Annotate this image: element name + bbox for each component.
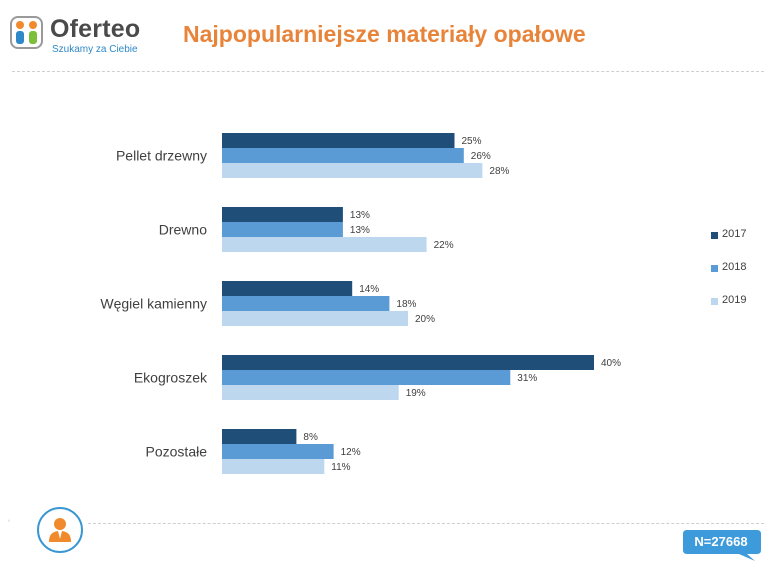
person-badge [37,507,83,553]
data-label: 20% [415,314,435,325]
bar-2018 [222,296,390,311]
bar-2019 [222,163,483,178]
category-label: Pellet drzewny [116,148,207,164]
bar-2018 [222,148,464,163]
chart-legend: 2017 2018 2019 [711,228,771,327]
oferteo-logo[interactable]: Oferteo Szukamy za Ciebie [10,15,140,57]
page-title: Najpopularniejsze materiały opałowe [183,21,586,47]
sample-size-badge: N=27668 [683,530,763,562]
bar-2017 [222,429,297,444]
bar-2017 [222,133,455,148]
data-label: 25% [462,136,482,147]
bar-2019 [222,385,399,400]
legend-swatch [711,265,718,272]
legend-item-2018: 2018 [711,261,771,294]
data-label: 11% [331,462,350,473]
bar-2018 [222,444,334,459]
data-label: 18% [396,299,416,310]
category-label: Drewno [159,222,207,238]
category-label: Pozostałe [146,444,208,460]
logo-people-icon [10,16,43,49]
bar-2018 [222,222,343,237]
bar-2017 [222,355,594,370]
bar-2019 [222,459,325,474]
data-label: 14% [359,284,379,295]
category-label: Ekogroszek [134,370,208,386]
bottom-divider [88,523,764,524]
bar-2019 [222,237,427,252]
sample-size-label: N=27668 [694,534,748,549]
data-label: 8% [303,432,318,443]
data-label: 31% [517,373,537,384]
bar-2017 [222,281,353,296]
data-label: 13% [350,225,370,236]
speech-bubble-icon [683,530,761,561]
bar-2019 [222,311,408,326]
legend-item-2017: 2017 [711,228,771,261]
data-label: 26% [471,151,491,162]
data-label: 12% [341,447,361,458]
legend-swatch [711,232,718,239]
category-label: Węgiel kamienny [100,296,207,312]
logo-tagline: Szukamy za Ciebie [52,44,138,55]
data-label: 28% [489,166,509,177]
bar-2018 [222,370,511,385]
corner-mark: ‘ [8,518,10,528]
legend-label: 2017 [722,228,747,240]
data-label: 19% [406,388,426,399]
bar-2017 [222,207,343,222]
data-label: 40% [601,358,621,369]
user-icon [49,518,71,542]
data-label: 13% [350,210,370,221]
legend-label: 2019 [722,294,747,306]
logo-name: Oferteo [50,15,141,43]
legend-swatch [711,298,718,305]
top-divider [12,71,764,72]
legend-label: 2018 [722,261,747,273]
data-label: 22% [434,240,454,251]
legend-item-2019: 2019 [711,294,771,327]
